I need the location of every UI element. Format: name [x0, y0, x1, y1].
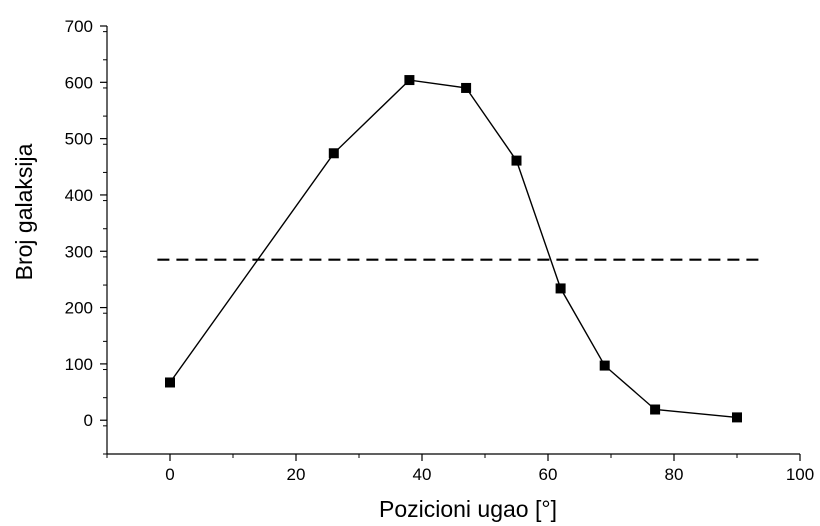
- tick-labels: 0 100 200 300 400 500 600 700 0 20 40 60 80 100: [65, 17, 815, 484]
- chart-axes: [100, 25, 801, 461]
- x-tick-label: 60: [539, 465, 558, 484]
- y-tick-label: 100: [65, 355, 93, 374]
- x-tick-label: 0: [165, 465, 174, 484]
- x-tick-label: 40: [413, 465, 432, 484]
- series-line: [169, 79, 738, 419]
- x-tick-label: 20: [287, 465, 306, 484]
- x-tick-label: 100: [786, 465, 814, 484]
- x-axis-label: Pozicioni ugao [°]: [379, 496, 557, 522]
- y-tick-label: 0: [84, 411, 93, 430]
- data-point-marker: [650, 404, 661, 415]
- data-point-marker: [165, 377, 175, 388]
- y-tick-label: 600: [65, 73, 93, 92]
- data-point-marker: [404, 75, 415, 86]
- y-tick-label: 300: [65, 242, 93, 261]
- series-layer: [165, 75, 742, 423]
- y-tick-label: 200: [65, 299, 93, 318]
- y-axis-label: Broj galaksija: [11, 143, 37, 280]
- data-point-marker: [555, 283, 566, 294]
- data-point-marker: [328, 148, 339, 159]
- x-tick-label: 80: [665, 465, 684, 484]
- data-point-marker: [599, 360, 610, 371]
- y-tick-label: 500: [65, 130, 93, 149]
- y-tick-label: 400: [65, 186, 93, 205]
- data-point-marker: [732, 412, 742, 423]
- data-point-marker: [461, 82, 472, 93]
- data-point-marker: [511, 155, 522, 166]
- y-tick-label: 700: [65, 17, 93, 36]
